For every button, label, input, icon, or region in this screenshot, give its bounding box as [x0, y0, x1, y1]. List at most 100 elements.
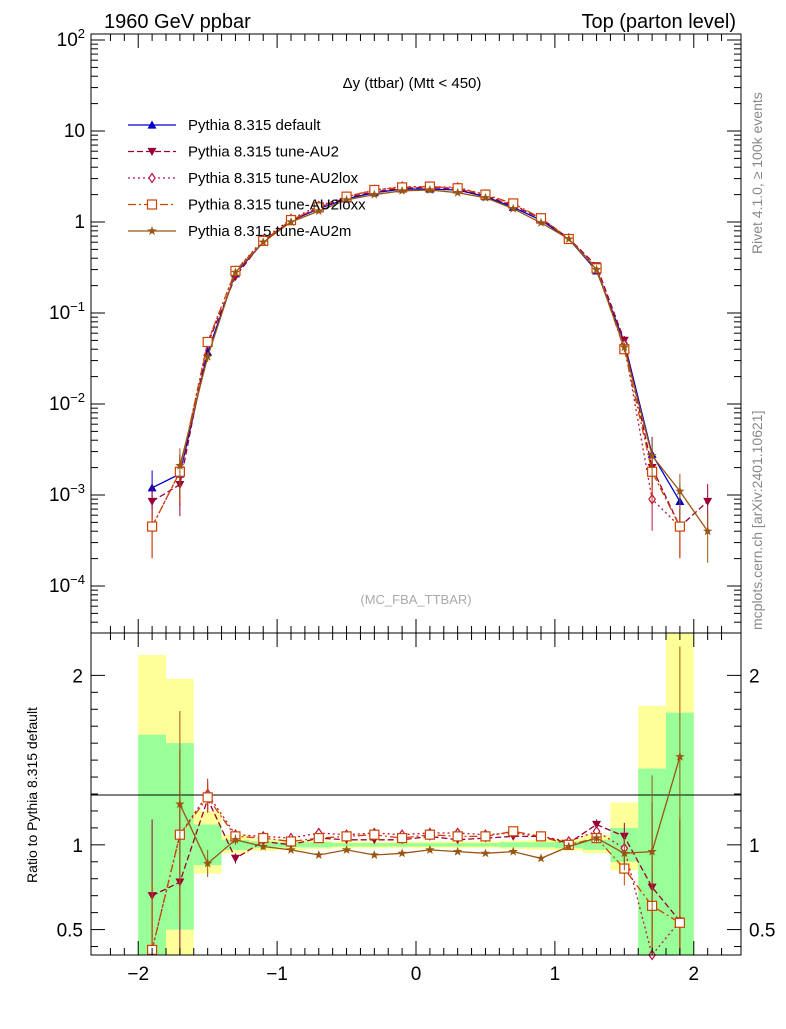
ratio-xtick-label: 2: [688, 964, 699, 985]
legend-marker: [147, 120, 157, 129]
ratio-band-inner: [304, 842, 333, 848]
chart-title: Δy (ttbar) (Mtt < 450): [343, 75, 482, 92]
main-point: [230, 267, 241, 277]
legend-entry-3: Pythia 8.315 tune-AU2loxx: [128, 197, 366, 214]
ratio-point: [535, 831, 547, 842]
ratio-axis-ticks: 0.5 0.5 1 1 2 2 −2 −1 0 1 2: [57, 633, 775, 985]
main-point: [536, 217, 546, 227]
ratio-ytick-label: 2: [72, 666, 83, 687]
legend-entry-2: Pythia 8.315 tune-AU2lox: [128, 170, 359, 187]
legend-entry-4: Pythia 8.315 tune-AU2m: [128, 223, 351, 240]
legend-label: Pythia 8.315 tune-AU2m: [188, 223, 351, 240]
ratio-uncertainty-bands: [138, 633, 694, 955]
legend-marker: [146, 199, 158, 210]
ratio-point: [314, 850, 324, 859]
header-left: 1960 GeV ppbar: [104, 11, 251, 33]
ratio-point: [230, 854, 240, 863]
ratio-band-inner: [443, 843, 472, 847]
ratio-point: [203, 858, 213, 868]
legend-marker: [147, 147, 157, 156]
ratio-point: [480, 831, 491, 842]
ratio-point: [592, 820, 602, 830]
ratio-point: [425, 845, 435, 854]
ratio-band-inner: [388, 843, 416, 847]
ratio-point: [508, 826, 519, 837]
ratio-point: [397, 848, 407, 858]
main-axis-ticks: 10−4 10−3 10−2 10−1 1 10 102: [49, 26, 741, 633]
ratio-band-inner: [332, 843, 361, 847]
ratio-line-1: [151, 792, 681, 957]
main-ytick-label: 10−1: [49, 299, 85, 324]
ratio-point: [369, 829, 380, 840]
main-ytick-label: 10: [64, 121, 85, 142]
ratio-point: [175, 799, 185, 809]
ratio-series-1: [148, 749, 684, 961]
ratio-series-0: [147, 780, 685, 955]
ratio-point: [452, 831, 463, 842]
ratio-band-inner: [527, 842, 555, 848]
main-series-4: [175, 185, 713, 563]
ratio-point: [480, 848, 491, 858]
ratio-point: [258, 841, 268, 851]
ratio-point: [313, 832, 324, 844]
ratio-point: [369, 850, 379, 859]
ratio-point: [674, 917, 685, 928]
ratio-band-inner: [499, 842, 528, 848]
ratio-point: [286, 845, 296, 854]
main-point: [147, 521, 158, 532]
main-point: [425, 185, 435, 194]
main-ytick-label: 10−2: [49, 390, 85, 415]
legend-entry-1: Pythia 8.315 tune-AU2: [128, 144, 339, 161]
ratio-point: [202, 792, 213, 803]
mcplots-label: mcplots.cern.ch [arXiv:2401.10621]: [749, 411, 765, 630]
main-point: [147, 497, 157, 506]
legend-label: Pythia 8.315 tune-AU2loxx: [188, 197, 366, 214]
main-point: [674, 521, 685, 532]
ratio-point: [424, 829, 435, 840]
ratio-plot-frame: [90, 632, 742, 956]
ratio-band-inner: [416, 843, 444, 847]
main-ytick-label: 1: [74, 212, 85, 233]
main-panel: Δy (ttbar) (Mtt < 450) (MC_FBA_TTBAR) 10…: [49, 26, 742, 634]
ratio-point: [258, 832, 269, 844]
ratio-xtick-label: 1: [550, 964, 561, 985]
ratio-point: [647, 846, 657, 856]
ratio-point: [285, 836, 297, 847]
main-line-4: [179, 189, 709, 532]
legend-label: Pythia 8.315 tune-AU2lox: [188, 170, 359, 187]
legend-marker: [148, 172, 156, 184]
ratio-ytick-label: 1: [72, 836, 83, 857]
ratio-ytick-label-right: 1: [749, 836, 760, 857]
ratio-ytick-label-right: 2: [749, 666, 760, 687]
main-series-group: [147, 181, 713, 563]
main-ytick-label: 102: [57, 26, 85, 51]
ratio-point: [619, 848, 629, 858]
main-point: [703, 497, 713, 506]
main-point: [591, 264, 602, 274]
main-point: [453, 187, 463, 197]
ratio-line-0: [151, 797, 681, 922]
main-point: [369, 189, 379, 199]
ratio-ytick-label-right: 0.5: [749, 921, 775, 942]
ratio-band-inner: [471, 843, 500, 847]
ratio-point: [536, 853, 546, 863]
main-point: [647, 450, 657, 460]
main-point: [703, 526, 713, 536]
ratio-point: [453, 846, 463, 856]
legend-marker: [147, 226, 157, 235]
main-point: [175, 460, 185, 470]
main-ytick-label: 10−3: [49, 481, 85, 506]
main-point: [508, 203, 518, 213]
ratio-xtick-label: 0: [411, 964, 422, 985]
ratio-xtick-label: −1: [266, 964, 288, 985]
ratio-point: [591, 833, 602, 843]
main-point: [202, 336, 213, 348]
header-right: Top (parton level): [581, 11, 736, 33]
ratio-series-group: [147, 646, 685, 961]
main-point: [203, 351, 213, 361]
ratio-ylabel: Ratio to Pythia 8.315 default: [24, 707, 40, 883]
ratio-line-2: [151, 796, 681, 951]
main-point: [314, 206, 324, 215]
ratio-xtick-label: −2: [127, 964, 149, 985]
